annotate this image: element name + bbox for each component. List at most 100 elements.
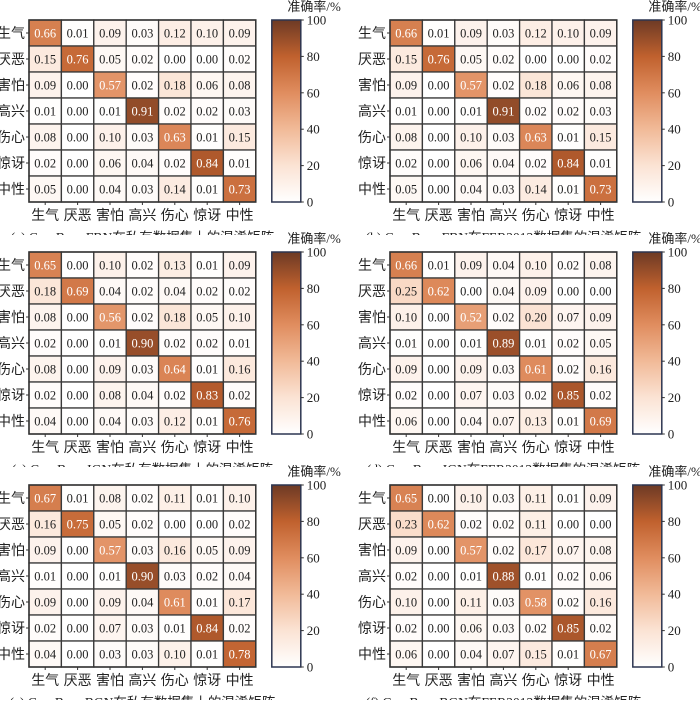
cell-value-label: 0.02 [557,259,579,273]
heatmap-cell [93,303,127,331]
cell-value-label: 0.00 [67,79,89,93]
cell-value-label: 0.01 [99,570,121,584]
cell-value-label: 0.09 [34,544,56,558]
cell-value-label: 0.02 [229,622,251,636]
cell-value-label: 0.01 [395,337,417,351]
column-label: 中性 [226,440,254,456]
heatmap-cell [551,71,586,99]
heatmap-cell [421,175,456,203]
heatmap-cell [389,381,424,409]
cell-value-label: 0.01 [428,259,450,273]
cell-value-label: 0.84 [557,157,580,171]
column-label: 伤心 [522,208,550,224]
cell-value-label: 0.15 [590,131,612,145]
colorbar-tick-label: 80 [307,49,320,64]
cell-value-label: 0.10 [395,311,417,325]
cell-value-label: 0.00 [590,285,612,299]
cell-value-label: 0.08 [229,79,251,93]
cell-value-label: 0.10 [99,259,121,273]
colorbar-tick-label: 0 [668,660,675,675]
colorbar-label: 准确率/% [287,465,341,479]
heatmap-cell [93,614,127,642]
row-label: 伤心 [358,130,386,146]
cell-value-label: 0.02 [131,53,153,67]
cell-value-label: 0.06 [395,415,417,429]
column-label: 厌恶 [425,441,453,456]
row-label: 生气 [0,26,25,42]
cell-value-label: 0.10 [229,311,251,325]
cell-value-label: 0.11 [525,492,546,506]
cell-value-label: 0.09 [229,544,251,558]
cell-value-label: 0.02 [34,337,56,351]
cell-value-label: 0.05 [196,544,218,558]
cell-value-label: 0.02 [196,570,218,584]
colorbar-tick-label: 40 [668,587,681,602]
row-label: 中性 [358,182,386,198]
cell-value-label: 0.02 [460,518,482,532]
colorbar-tick-label: 100 [668,478,688,493]
cell-value-label: 0.04 [492,285,515,299]
column-label: 高兴 [489,207,517,224]
column-label: 厌恶 [64,209,92,224]
cell-value-label: 0.03 [131,363,153,377]
heatmap-cell [454,123,488,151]
confusion-matrix-panel: 0.66 0.01 0.09 0.04 0.10 0.02 0.08 0.25 0.62 0.00… [350,231,700,477]
cell-value-label: 0.03 [131,622,153,636]
cell-value-label: 0.01 [196,596,218,610]
heatmap-cell [93,407,127,435]
row-label: 中性 [358,414,386,430]
cell-value-label: 0.15 [229,131,251,145]
heatmap-cell [551,149,586,177]
cell-value-label: 0.04 [164,285,187,299]
column-label: 生气 [392,673,420,689]
cell-value-label: 0.01 [460,105,482,119]
heatmap-cell [486,614,521,642]
cell-value-label: 0.85 [557,389,579,403]
cell-value-label: 0.01 [34,570,56,584]
cell-value-label: 0.07 [492,415,514,429]
column-label: 惊讶 [193,208,221,224]
cell-value-label: 0.00 [67,105,89,119]
row-label: 伤心 [0,362,25,378]
heatmap-cell [28,381,63,409]
cell-value-label: 0.09 [99,363,121,377]
cell-value-label: 0.09 [590,311,612,325]
cell-value-label: 0.01 [557,648,579,662]
cell-value-label: 0.00 [67,311,89,325]
heatmap-cell [28,484,63,512]
column-label: 厌恶 [64,441,92,456]
cell-value-label: 0.00 [428,105,450,119]
cell-value-label: 0.00 [196,518,218,532]
column-label: 高兴 [128,672,156,689]
row-label: 中性 [358,647,386,663]
cell-value-label: 0.00 [428,363,450,377]
heatmap-cell [222,175,257,203]
column-label: 中性 [587,440,615,456]
cell-value-label: 0.04 [460,415,483,429]
row-label: 高兴 [358,103,386,120]
cell-value-label: 0.02 [131,79,153,93]
heatmap-cell [486,19,521,47]
cell-value-label: 0.08 [590,79,612,93]
cell-value-label: 0.84 [196,622,219,636]
cell-value-label: 0.00 [67,544,89,558]
cell-value-label: 0.10 [99,131,121,145]
cell-value-label: 0.02 [557,337,579,351]
heatmap-cell [125,407,160,435]
colorbar-tick-label: 80 [668,514,681,529]
row-label: 伤心 [358,595,386,611]
cell-value-label: 0.23 [395,518,417,532]
cell-value-label: 0.00 [428,157,450,171]
cell-value-label: 0.09 [99,27,121,41]
column-label: 害怕 [96,673,124,689]
cell-value-label: 0.13 [164,259,186,273]
colorbar-tick-label: 40 [307,122,320,137]
heatmap-cell [454,251,488,279]
column-label: 生气 [31,440,59,456]
heatmap-cell [222,303,257,331]
cell-value-label: 0.02 [131,311,153,325]
colorbar-tick-label: 0 [307,195,314,210]
row-label: 伤心 [358,362,386,378]
colorbar-tick-label: 100 [668,245,688,260]
colorbar-tick-label: 0 [668,195,675,210]
